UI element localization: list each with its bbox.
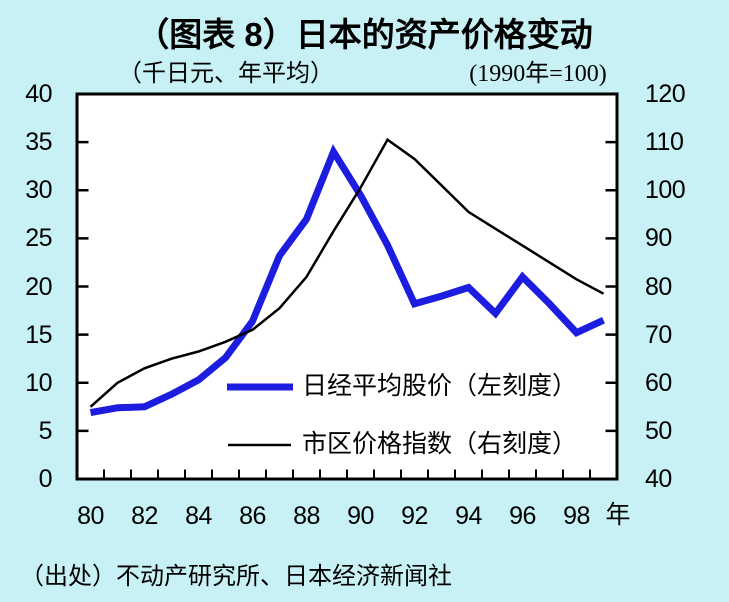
right-axis-tick-label: 100: [645, 176, 686, 205]
x-axis-unit-label: 年: [605, 502, 631, 529]
right-axis-tick-label: 60: [645, 368, 672, 397]
x-axis-tick-label: 80: [77, 502, 104, 530]
left-axis-tick-label: 40: [25, 80, 52, 108]
x-axis-tick-label: 94: [455, 502, 482, 530]
right-axis-tick-label: 50: [645, 416, 672, 445]
x-axis-tick-label: 86: [239, 502, 266, 530]
right-axis-tick-label: 120: [645, 80, 686, 108]
right-axis-caption: (1990年=100): [469, 61, 607, 87]
left-axis-tick-label: 10: [25, 368, 52, 397]
nikkei-price-line: [89, 144, 605, 417]
source-note: （出处）不动产研究所、日本经济新闻社: [20, 564, 452, 590]
x-axis-tick-label: 90: [347, 502, 374, 530]
left-axis-tick-label: 25: [25, 224, 52, 253]
plot-frame: [75, 92, 619, 481]
right-axis-tick-label: 70: [645, 320, 672, 349]
x-axis-tick-label: 96: [509, 502, 536, 530]
left-axis-tick-label: 20: [25, 272, 52, 301]
x-axis-tick-label: 98: [563, 502, 590, 530]
legend-label-nikkei: 日经平均股价（左刻度）: [302, 373, 578, 400]
right-axis-tick-label: 90: [645, 224, 672, 253]
right-axis-tick-label: 40: [645, 465, 672, 493]
chart-title: （图表 8）日本的资产价格变动: [136, 16, 593, 53]
left-axis-tick-label: 35: [25, 128, 52, 157]
legend-label-land-index: 市区价格指数（右刻度）: [302, 431, 578, 458]
left-axis-tick-label: 15: [25, 320, 52, 349]
x-axis-tick-label: 92: [401, 502, 428, 530]
land-price-index-line: [89, 137, 605, 408]
right-axis-tick-label: 80: [645, 272, 672, 301]
left-axis-tick-label: 30: [25, 176, 52, 205]
left-axis-tick-label: 0: [38, 465, 53, 493]
left-axis-tick-label: 5: [38, 416, 53, 445]
right-axis-tick-label: 110: [645, 128, 684, 157]
x-axis-tick-label: 82: [131, 502, 158, 530]
x-axis-tick-label: 84: [185, 502, 212, 530]
left-axis-caption: （千日元、年平均）: [118, 61, 334, 87]
x-axis-tick-label: 88: [293, 502, 320, 530]
